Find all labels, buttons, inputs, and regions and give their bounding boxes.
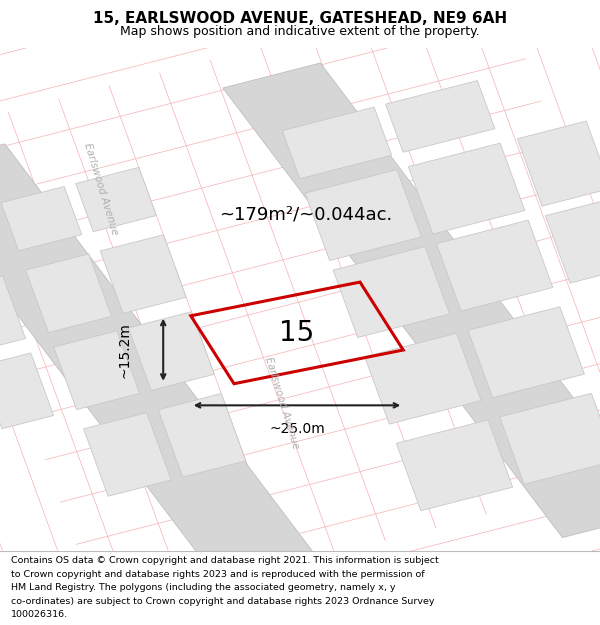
Text: Map shows position and indicative extent of the property.: Map shows position and indicative extent… — [120, 24, 480, 38]
Polygon shape — [83, 412, 171, 496]
Polygon shape — [305, 169, 421, 261]
Text: 15, EARLSWOOD AVENUE, GATESHEAD, NE9 6AH: 15, EARLSWOOD AVENUE, GATESHEAD, NE9 6AH — [93, 11, 507, 26]
Polygon shape — [0, 353, 53, 429]
Polygon shape — [436, 220, 553, 311]
Polygon shape — [365, 333, 481, 424]
Text: ~15.2m: ~15.2m — [117, 322, 131, 378]
Polygon shape — [409, 143, 525, 234]
Text: 15: 15 — [280, 319, 314, 347]
Polygon shape — [158, 394, 246, 477]
Text: Earlswood Avenue: Earlswood Avenue — [263, 356, 301, 450]
Polygon shape — [397, 420, 512, 511]
Polygon shape — [468, 307, 584, 398]
Text: ~25.0m: ~25.0m — [269, 422, 325, 436]
Text: Earlswood Avenue: Earlswood Avenue — [82, 142, 119, 236]
Text: ~179m²/~0.044ac.: ~179m²/~0.044ac. — [220, 205, 392, 223]
Polygon shape — [333, 247, 449, 338]
Polygon shape — [282, 107, 392, 179]
Text: co-ordinates) are subject to Crown copyright and database rights 2023 Ordnance S: co-ordinates) are subject to Crown copyr… — [11, 597, 434, 606]
Polygon shape — [517, 121, 600, 206]
Polygon shape — [128, 312, 214, 391]
Text: HM Land Registry. The polygons (including the associated geometry, namely x, y: HM Land Registry. The polygons (includin… — [11, 583, 395, 592]
Polygon shape — [545, 198, 600, 283]
Polygon shape — [0, 276, 26, 352]
Text: Contains OS data © Crown copyright and database right 2021. This information is : Contains OS data © Crown copyright and d… — [11, 556, 439, 566]
Text: to Crown copyright and database rights 2023 and is reproduced with the permissio: to Crown copyright and database rights 2… — [11, 570, 424, 579]
Text: 100026316.: 100026316. — [11, 610, 68, 619]
Polygon shape — [54, 331, 140, 409]
Polygon shape — [1, 186, 82, 251]
Polygon shape — [500, 393, 600, 484]
Polygon shape — [26, 254, 112, 332]
Polygon shape — [76, 168, 157, 232]
Polygon shape — [223, 63, 600, 538]
Polygon shape — [100, 235, 186, 314]
Polygon shape — [386, 81, 495, 152]
Polygon shape — [0, 144, 344, 619]
